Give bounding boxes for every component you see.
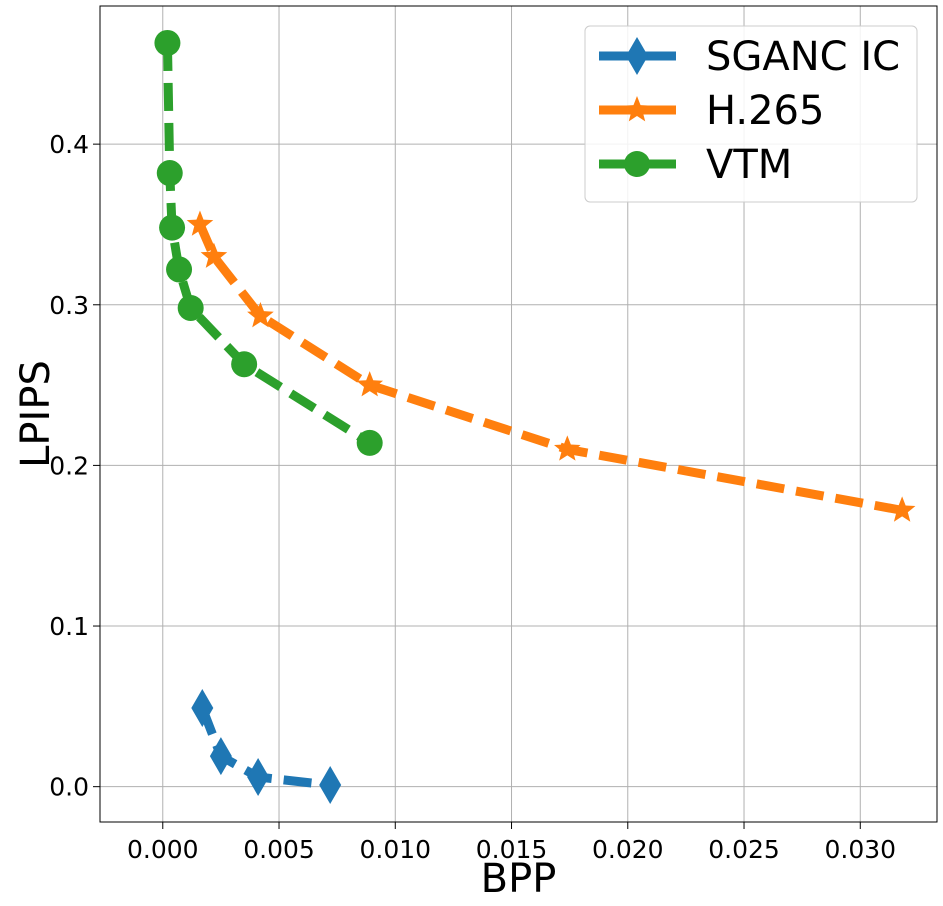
data-point-h-265 [554,435,581,461]
legend-marker [624,151,650,177]
y-axis-label: LPIPS [13,360,59,468]
y-tick-label: 0.3 [49,291,89,320]
data-point-sganc-ic [247,758,270,797]
series-layer [154,29,916,805]
data-point-vtm [177,294,204,321]
x-tick-label: 0.015 [476,835,548,864]
legend-entry-h-265: H.265 [599,88,824,134]
data-point-h-265 [247,302,274,328]
x-tick-label: 0.010 [359,835,431,864]
x-tick-label: 0.020 [592,835,664,864]
y-tick-label: 0.2 [49,451,89,480]
plot-frame [99,5,938,823]
data-point-h-265 [186,210,214,236]
series-line-h-265 [195,222,903,515]
x-tick-label: 0.030 [824,835,896,864]
data-point-h-265 [200,242,228,268]
series-line-sganc-ic [198,706,331,790]
legend-label: H.265 [706,88,824,134]
series-vtm [154,29,383,456]
data-point-vtm [356,429,383,456]
data-point-vtm [154,29,181,56]
x-axis-label: BPP [481,856,557,902]
y-tick-label: 0.4 [49,130,89,159]
legend-entry-vtm: VTM [599,142,792,188]
legend-box [584,25,918,203]
y-tick-label: 0.1 [49,612,89,641]
data-point-vtm [166,256,193,283]
series-line-vtm [162,42,373,447]
series-sganc-ic [191,688,342,805]
legend-label: SGANC IC [706,34,900,80]
legend: SGANC IC H.265 VTM [584,25,918,203]
data-point-sganc-ic [209,737,232,776]
data-point-h-265 [356,371,384,397]
x-tick-label: 0.000 [127,835,199,864]
y-tick-label: 0.0 [49,773,89,802]
legend-marker [626,37,648,75]
legend-entry-sganc-ic: SGANC IC [599,34,900,80]
data-point-vtm [159,214,186,241]
series-h-265 [186,210,916,522]
ticks: 0.000 0.005 0.010 0.015 0.020 0.025 0.030 0.0 0.… [49,130,896,864]
data-point-vtm [156,160,183,187]
x-tick-label: 0.005 [243,835,315,864]
data-point-h-265 [888,496,916,522]
legend-label: VTM [706,142,792,188]
x-tick-label: 0.025 [708,835,780,864]
data-point-sganc-ic [191,688,214,727]
legend-marker [623,96,651,122]
data-point-sganc-ic [319,766,342,805]
data-point-vtm [231,351,258,378]
